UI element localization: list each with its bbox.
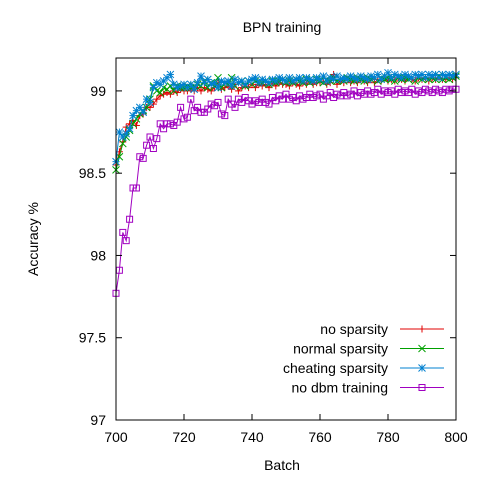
- x-tick-label: 720: [172, 429, 196, 445]
- y-tick-label: 97: [90, 412, 106, 428]
- data-point: [231, 103, 239, 111]
- data-point: [119, 228, 127, 236]
- data-point: [187, 95, 195, 103]
- data-point: [129, 111, 137, 120]
- data-point: [143, 141, 151, 149]
- y-tick-label: 98.5: [79, 165, 106, 181]
- data-point: [261, 77, 270, 85]
- legend-marker: [418, 364, 426, 372]
- y-axis-title: Accuracy %: [25, 202, 41, 276]
- series-2: [112, 68, 460, 166]
- y-axis: 97 97.5 98 98.5 99: [79, 83, 456, 428]
- data-point: [135, 103, 144, 112]
- data-point: [265, 100, 273, 108]
- data-point: [234, 87, 242, 95]
- data-point: [333, 80, 341, 88]
- data-point: [153, 95, 161, 103]
- data-point: [146, 98, 154, 107]
- plot-area: [112, 68, 460, 297]
- data-point: [220, 78, 229, 87]
- data-point: [251, 73, 260, 82]
- legend: no sparsity normal sparsity cheating spars…: [283, 321, 444, 396]
- data-point: [214, 98, 222, 106]
- data-point: [132, 184, 140, 192]
- data-point: [122, 129, 131, 138]
- data-point: [319, 72, 328, 80]
- data-point: [186, 80, 195, 89]
- data-point: [197, 87, 205, 95]
- data-point: [197, 72, 205, 80]
- data-point: [190, 85, 199, 94]
- legend-marker: [418, 384, 426, 391]
- data-point: [146, 133, 154, 141]
- data-point: [173, 118, 181, 126]
- legend-label: no sparsity: [320, 321, 388, 337]
- legend-label: normal sparsity: [293, 341, 388, 357]
- data-point: [166, 70, 175, 79]
- legend-marker: [418, 344, 426, 353]
- y-tick-label: 97.5: [79, 330, 106, 346]
- data-point: [210, 78, 219, 87]
- chart-title: BPN training: [243, 19, 322, 35]
- data-point: [156, 92, 164, 100]
- legend-marker: [418, 325, 426, 333]
- legend-item: normal sparsity: [293, 341, 444, 357]
- x-tick-label: 780: [376, 429, 400, 445]
- plot-frame: [115, 57, 457, 421]
- data-point: [227, 82, 236, 90]
- data-point: [248, 75, 256, 84]
- series-line: [115, 88, 456, 294]
- data-point: [214, 83, 222, 92]
- data-point: [373, 70, 382, 79]
- data-point: [221, 112, 229, 120]
- data-point: [139, 108, 148, 117]
- x-tick-label: 700: [104, 429, 128, 445]
- data-point: [163, 89, 171, 97]
- data-point: [183, 113, 191, 121]
- data-point: [156, 88, 165, 97]
- legend-label: cheating sparsity: [283, 360, 388, 376]
- data-point: [193, 78, 202, 87]
- x-tick-label: 760: [308, 429, 332, 445]
- data-point: [125, 124, 134, 133]
- data-point: [126, 215, 134, 223]
- legend-item: no sparsity: [320, 321, 444, 337]
- series-3: [112, 85, 460, 297]
- x-axis: 700 720 740 760 780 800: [104, 58, 468, 445]
- data-point: [153, 135, 161, 143]
- data-point: [118, 139, 127, 148]
- x-tick-label: 740: [240, 429, 264, 445]
- data-point: [115, 128, 124, 136]
- y-tick-label: 99: [90, 83, 106, 99]
- legend-item: cheating sparsity: [283, 360, 444, 376]
- data-point: [177, 103, 185, 111]
- y-tick-label: 98: [90, 247, 106, 263]
- data-point: [224, 77, 233, 85]
- x-axis-title: Batch: [264, 457, 300, 473]
- data-point: [122, 237, 130, 245]
- data-point: [203, 75, 212, 84]
- data-point: [384, 68, 392, 77]
- legend-label: no dbm training: [291, 380, 388, 396]
- legend-item: no dbm training: [291, 380, 444, 396]
- data-point: [139, 154, 147, 162]
- data-point: [149, 145, 157, 152]
- data-point: [149, 83, 158, 92]
- x-tick-label: 800: [444, 429, 468, 445]
- series-0: [112, 70, 460, 169]
